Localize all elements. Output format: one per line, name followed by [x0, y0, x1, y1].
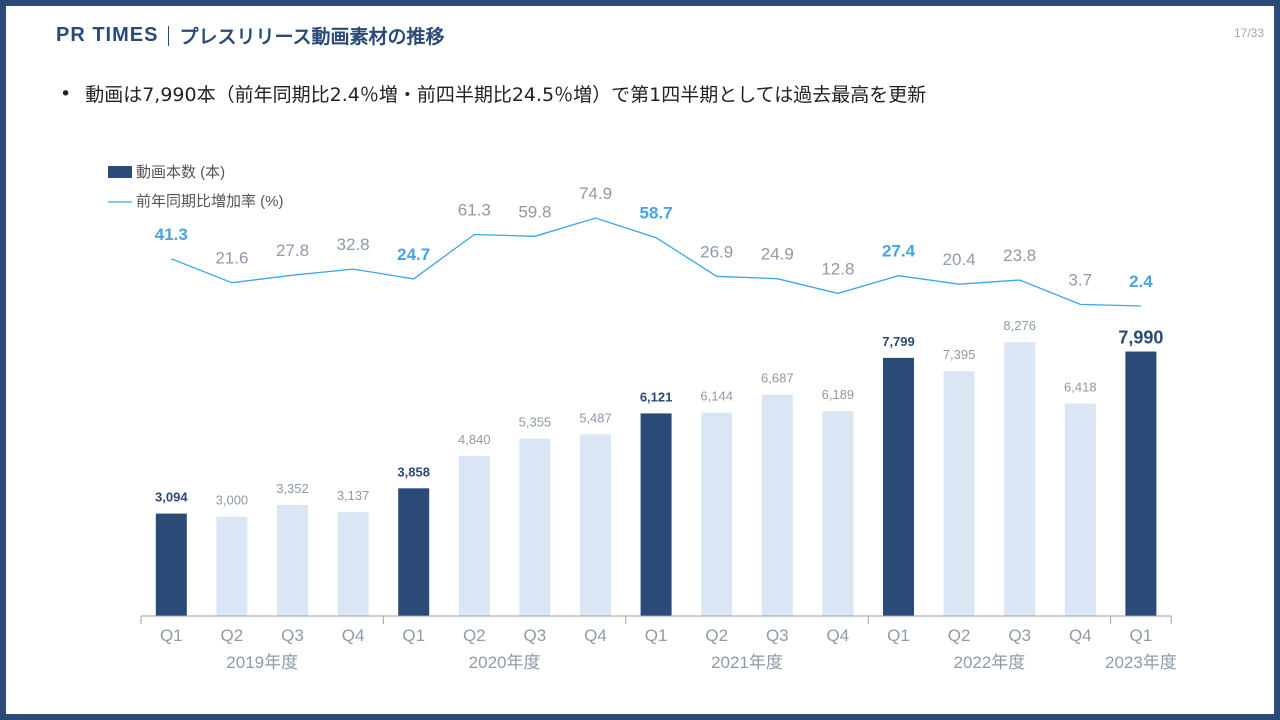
bar-15 — [1064, 403, 1096, 616]
line-label-9: 26.9 — [700, 242, 733, 261]
bar-3 — [337, 512, 369, 616]
header-divider — [168, 25, 170, 46]
x-tick-label-4: Q1 — [402, 626, 425, 645]
bar-5 — [458, 455, 490, 616]
bar-label-6: 5,355 — [519, 415, 552, 430]
legend-line-label: 前年同期比増加率 (%) — [136, 193, 284, 210]
x-tick-label-15: Q4 — [1069, 626, 1092, 645]
line-label-0: 41.3 — [155, 225, 188, 244]
summary-text: 動画は7,990本（前年同期比2.4％増・前四半期比24.5％増）で第1四半期と… — [85, 84, 927, 106]
bar-11 — [822, 411, 854, 616]
year-group-label-1: 2020年度 — [469, 653, 541, 672]
bar-label-1: 3,000 — [216, 493, 249, 508]
x-tick-label-14: Q3 — [1008, 626, 1031, 645]
x-tick-label-11: Q4 — [827, 626, 850, 645]
line-label-4: 24.7 — [397, 245, 430, 264]
growth-line-layer: 41.3 21.6 27.8 32.8 24.7 61.3 59.8 74.9 58.7 26.9… — [155, 184, 1153, 307]
x-tick-label-8: Q1 — [645, 626, 668, 645]
bar-label-10: 6,687 — [761, 371, 794, 386]
bar-label-8: 6,121 — [640, 389, 673, 404]
x-tick-label-1: Q2 — [221, 626, 244, 645]
line-label-16: 2.4 — [1129, 272, 1153, 291]
line-label-11: 12.8 — [821, 259, 854, 278]
bar-2 — [277, 505, 308, 616]
page-number: 17/33 — [1233, 26, 1264, 40]
x-tick-label-2: Q3 — [281, 626, 304, 645]
bar-label-14: 8,276 — [1003, 318, 1036, 333]
bar-label-0: 3,094 — [155, 490, 188, 505]
bar-0 — [155, 513, 187, 616]
bar-label-13: 7,395 — [943, 347, 976, 362]
bar-label-2: 3,352 — [276, 481, 309, 496]
x-tick-label-0: Q1 — [160, 626, 183, 645]
x-axis-layer: Q1 Q2 Q3 Q4 Q1 Q2 Q3 Q4 Q1 Q2 Q3 Q4 Q1 Q2 Q3 Q4 Q1 2019年度… — [140, 615, 1177, 672]
bar-label-11: 6,189 — [822, 387, 855, 402]
bullet-dot-icon: • — [60, 82, 72, 105]
line-label-6: 59.8 — [518, 202, 551, 221]
year-group-label-2: 2021年度 — [711, 653, 783, 672]
legend-bar-swatch — [108, 166, 132, 178]
bar-layer: 3,094 3,000 3,352 3,137 3,858 4,840 5,355 5,487… — [155, 318, 1163, 616]
bar-label-5: 4,840 — [458, 432, 491, 447]
bar-label-12: 7,799 — [882, 334, 915, 349]
year-group-label-4: 2023年度 — [1105, 653, 1177, 672]
bar-label-9: 6,144 — [700, 389, 733, 404]
chart-legend: 動画本数 (本) 前年同期比増加率 (%) — [108, 164, 284, 210]
line-label-8: 58.7 — [640, 204, 673, 223]
growth-line — [171, 217, 1141, 307]
bar-16 — [1125, 351, 1157, 616]
bar-label-16: 7,990 — [1118, 328, 1163, 348]
slide-title: プレスリリース動画素材の推移 — [179, 26, 445, 48]
bar-10 — [761, 394, 793, 616]
line-label-5: 61.3 — [458, 201, 491, 220]
line-label-10: 24.9 — [761, 245, 794, 264]
bar-label-15: 6,418 — [1064, 380, 1097, 395]
line-label-14: 23.8 — [1003, 246, 1036, 265]
bar-7 — [580, 434, 611, 616]
line-label-7: 74.9 — [579, 184, 612, 203]
line-label-15: 3.7 — [1068, 270, 1092, 289]
bar-9 — [701, 412, 733, 616]
bar-1 — [216, 516, 248, 616]
line-label-1: 21.6 — [215, 249, 248, 268]
x-tick-label-10: Q3 — [766, 626, 789, 645]
x-tick-label-3: Q4 — [342, 626, 365, 645]
bar-14 — [1004, 342, 1036, 616]
x-tick-label-12: Q1 — [887, 626, 910, 645]
summary-bullet: • 動画は7,990本（前年同期比2.4％増・前四半期比24.5％増）で第1四半… — [60, 80, 926, 107]
x-tick-label-6: Q3 — [524, 626, 547, 645]
x-tick-label-7: Q4 — [584, 626, 607, 645]
year-group-label-0: 2019年度 — [226, 653, 298, 672]
bar-label-7: 5,487 — [579, 410, 612, 425]
bar-13 — [943, 371, 975, 616]
x-tick-label-9: Q2 — [705, 626, 728, 645]
line-label-12: 27.4 — [882, 242, 916, 261]
line-label-2: 27.8 — [276, 241, 309, 260]
legend-bar-label: 動画本数 (本) — [136, 164, 225, 181]
line-label-13: 20.4 — [943, 250, 976, 269]
year-group-label-3: 2022年度 — [953, 653, 1025, 672]
bar-12 — [883, 357, 914, 616]
x-tick-label-5: Q2 — [463, 626, 486, 645]
brand-logo-text: PR TIMES — [56, 24, 159, 46]
slide-header: PR TIMES プレスリリース動画素材の推移 — [56, 22, 445, 49]
bar-label-3: 3,137 — [337, 488, 370, 503]
x-tick-label-16: Q1 — [1130, 626, 1153, 645]
x-tick-label-13: Q2 — [948, 626, 971, 645]
bar-8 — [640, 413, 672, 616]
line-label-3: 32.8 — [337, 235, 370, 254]
bar-label-4: 3,858 — [397, 464, 430, 479]
bar-6 — [519, 438, 551, 616]
bar-4 — [398, 488, 430, 616]
